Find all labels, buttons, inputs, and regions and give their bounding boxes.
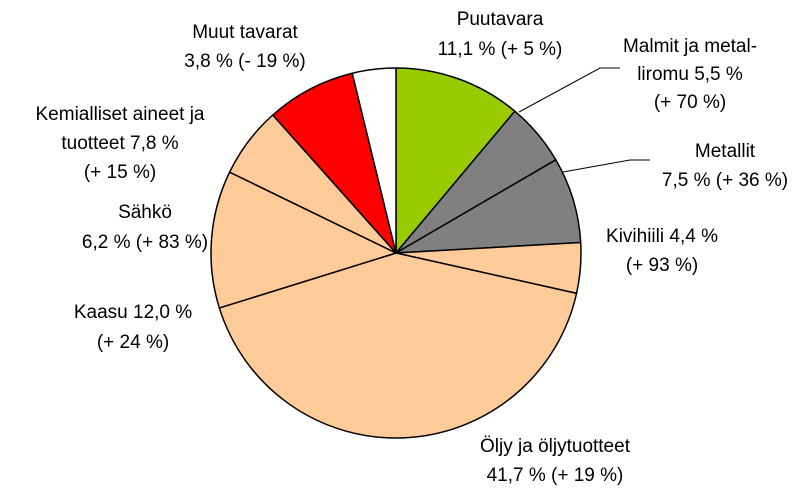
slice-label: (+ 24 %) [97,332,169,353]
slice-label: 6,2 % (+ 83 %) [82,232,208,253]
slice-label: (+ 93 %) [626,255,698,276]
pie-slice [395,67,516,256]
slice-label: Metallit [695,141,756,162]
slice-label: 3,8 % (- 19 %) [184,51,305,72]
slice-label: Sähkö [118,202,172,223]
slice-label: Puutavara [457,9,544,30]
slice-label: 41,7 % (+ 19 %) [487,465,624,486]
slice-label: tuotteet 7,8 % [61,133,178,154]
leader-line [562,159,650,173]
slice-label: (+ 15 %) [84,162,156,183]
slice-label: Muut tavarat [192,22,298,43]
slice-label: Malmit ja metal- [623,36,757,57]
leader-line [518,67,620,113]
slice-label: 7,5 % (+ 36 %) [662,170,788,191]
slice-label: 11,1 % (+ 5 %) [438,39,563,60]
slice-label: Kivihiili 4,4 % [606,226,718,247]
slice-label: liromu 5,5 % [637,64,743,85]
slice-label: Öljy ja öljytuotteet [480,436,631,457]
pie-slice [210,171,399,309]
slice-label: Kemialliset aineet ja [36,104,205,125]
pie-slice [351,67,397,254]
slice-label: (+ 70 %) [654,92,726,113]
pie-slice [218,252,578,439]
slice-label: Kaasu 12,0 % [74,302,192,323]
